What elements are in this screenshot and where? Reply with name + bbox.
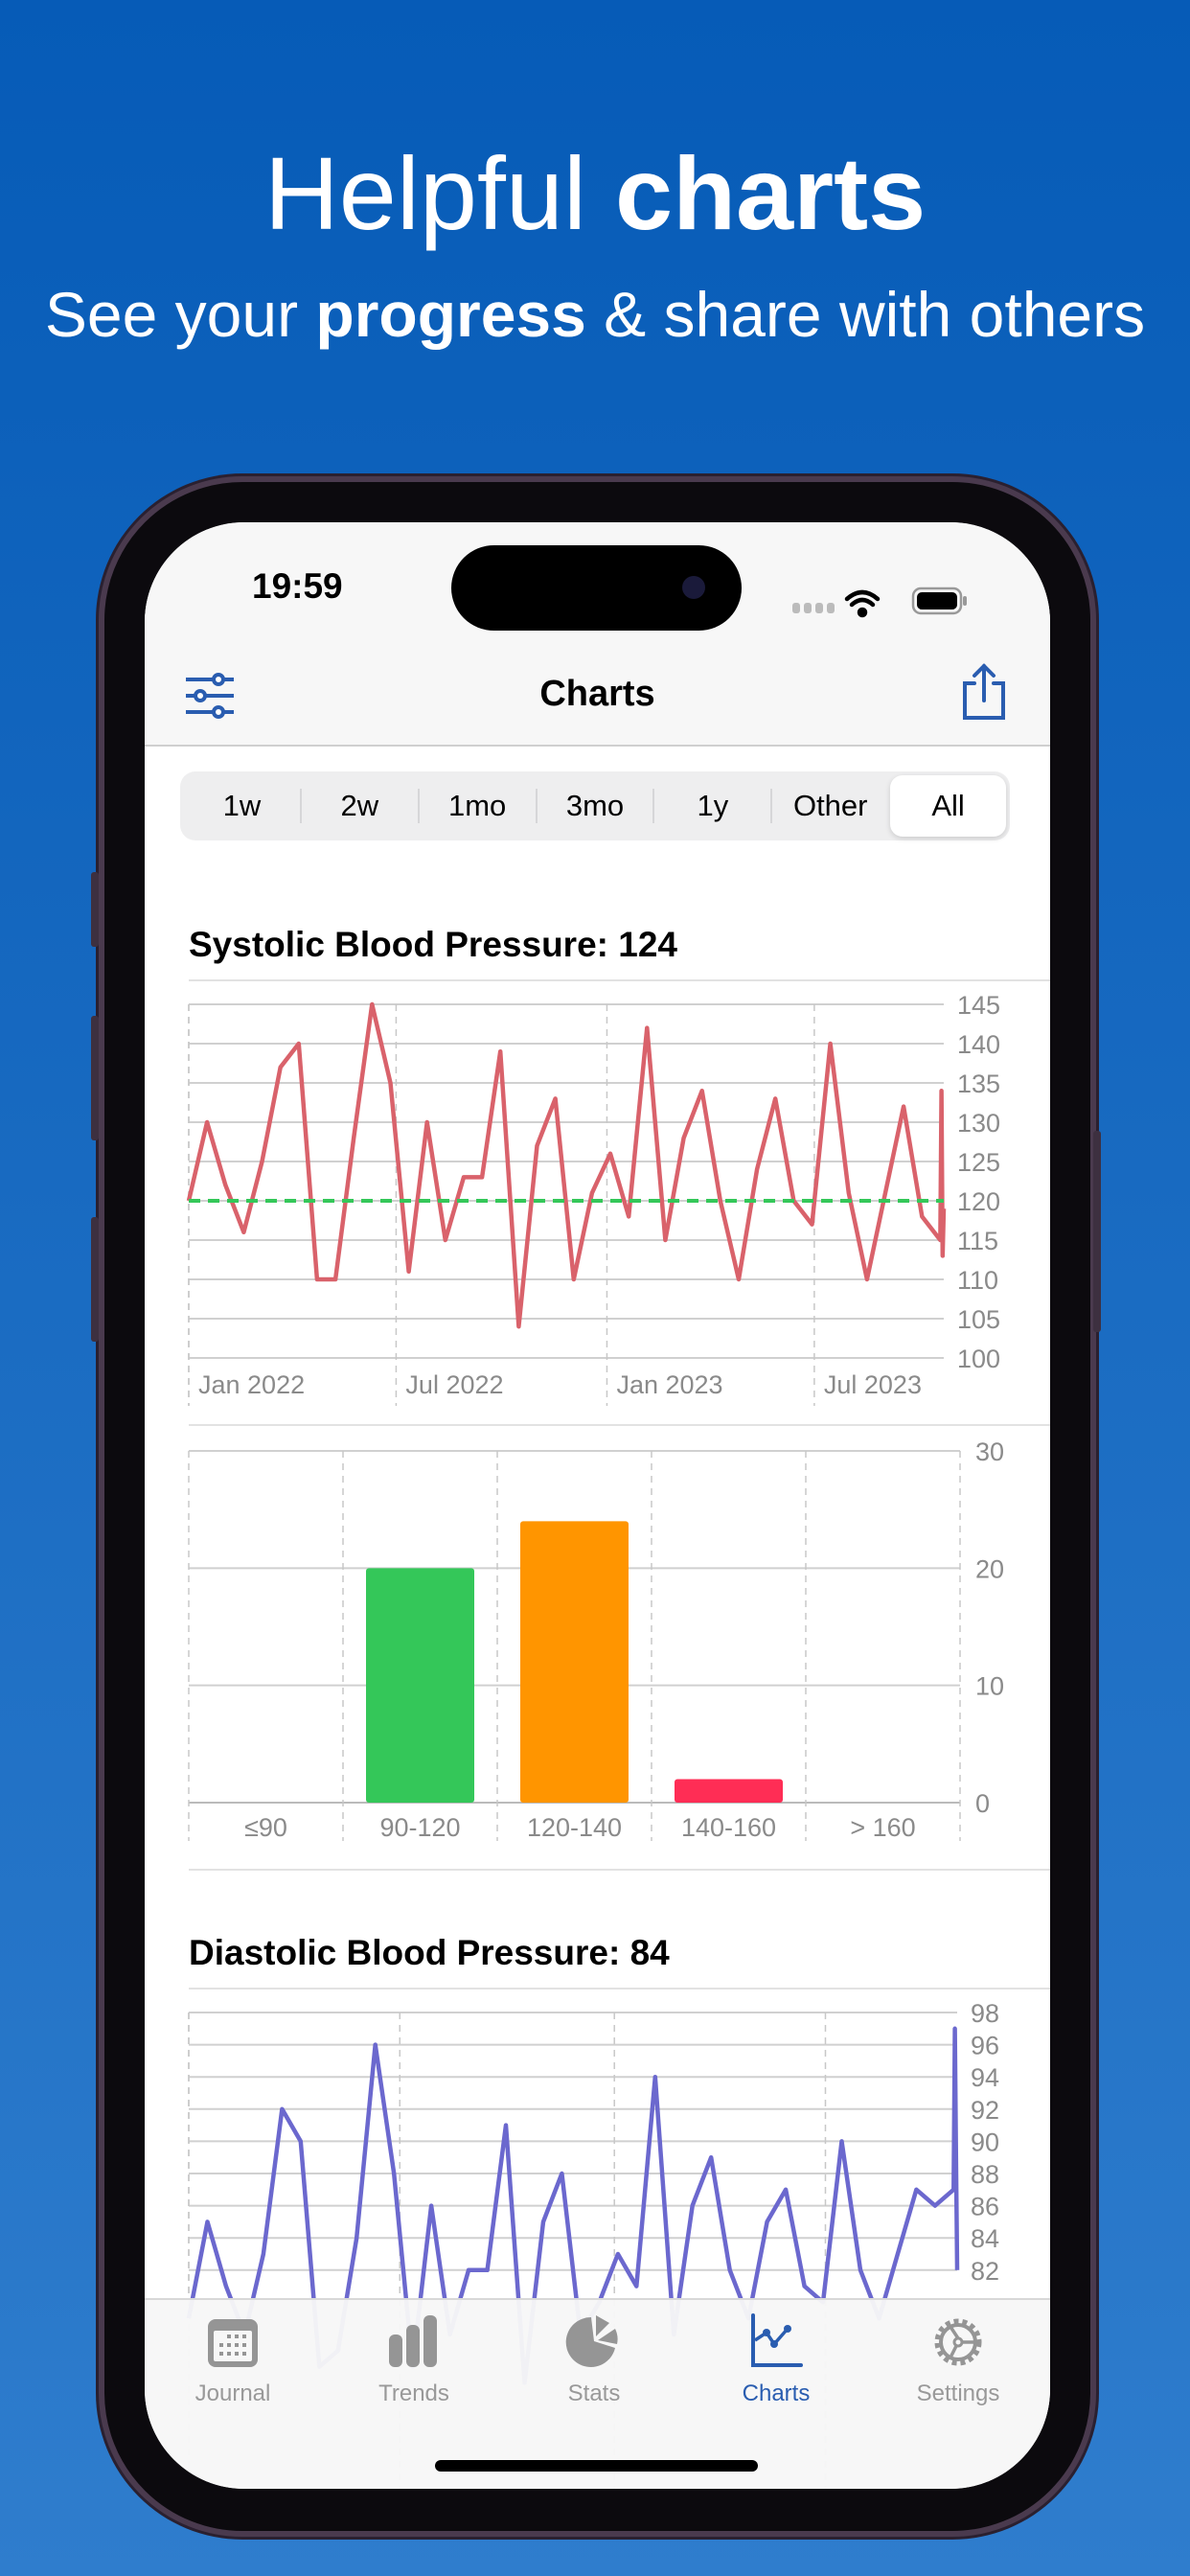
segment-separator xyxy=(535,789,538,823)
tab-stats[interactable]: Stats xyxy=(508,2300,680,2444)
range-segmented-control: 1w 2w 1mo 3mo 1y Other All xyxy=(180,771,1010,840)
divider xyxy=(189,1869,1050,1871)
x-tick-label: Jan 2023 xyxy=(616,1370,722,1399)
diastolic-title: Diastolic Blood Pressure: 84 xyxy=(189,1933,670,1972)
dynamic-island xyxy=(451,545,742,631)
hero-title: Helpful charts xyxy=(0,134,1190,253)
y-tick-label: 88 xyxy=(971,2160,999,2189)
bar-120-140 xyxy=(520,1521,629,1803)
y-tick-label: 94 xyxy=(971,2063,999,2092)
segment-separator xyxy=(652,789,655,823)
bar-chart-icon xyxy=(389,2315,437,2367)
gear-icon xyxy=(934,2318,982,2366)
screen: 19:59 Charts 1w 2w 1mo 3mo 1y Other All Systol… xyxy=(145,522,1050,2489)
home-indicator[interactable] xyxy=(435,2460,758,2472)
y-tick-label: 98 xyxy=(971,1999,999,2028)
tab-settings[interactable]: Settings xyxy=(872,2300,1044,2444)
range-1y[interactable]: 1y xyxy=(697,789,729,822)
status-time: 19:59 xyxy=(252,566,343,606)
camera-icon xyxy=(682,576,705,599)
y-tick-label: 145 xyxy=(957,991,1000,1020)
y-tick-label: 90 xyxy=(971,2128,999,2156)
y-tick-label: 115 xyxy=(957,1227,998,1255)
phone-button xyxy=(91,872,99,947)
y-tick-label: 30 xyxy=(975,1438,1004,1466)
divider xyxy=(189,1988,1050,1990)
hero-title-bold: charts xyxy=(615,135,927,251)
y-tick-label: 135 xyxy=(957,1070,1000,1098)
hero-title-regular: Helpful xyxy=(263,135,615,251)
hero-subtitle: See your progress & share with others xyxy=(0,276,1190,353)
y-tick-label: 110 xyxy=(957,1266,998,1295)
battery-icon xyxy=(911,586,967,615)
x-tick-label: Jan 2022 xyxy=(198,1370,305,1399)
share-icon[interactable] xyxy=(959,662,1009,722)
systolic-histogram: 0 10 20 30 ≤90 90-120 120-140 140-160 > 160 xyxy=(188,1438,1004,1842)
phone-button xyxy=(91,1217,99,1342)
status-icons xyxy=(792,589,881,618)
y-tick-label: 130 xyxy=(957,1109,1000,1138)
x-tick-label: 90-120 xyxy=(379,1813,460,1842)
systolic-line-chart: 100 105 110 115 120 125 130 135 140 145 Jan 2022 Ju… xyxy=(186,991,1000,1406)
tab-trends[interactable]: Trends xyxy=(328,2300,500,2444)
hero-sub-1: See your xyxy=(44,279,316,350)
range-all[interactable]: All xyxy=(890,775,1007,837)
y-tick-label: 10 xyxy=(975,1672,1004,1701)
x-tick-label: ≤90 xyxy=(244,1813,287,1842)
bar-90-120 xyxy=(366,1568,474,1803)
y-tick-label: 92 xyxy=(971,2096,999,2125)
diastolic-line-chart: 82 84 86 88 90 92 94 96 98 xyxy=(186,1999,999,2489)
nav-title: Charts xyxy=(539,674,655,714)
tab-label: Trends xyxy=(378,2380,449,2406)
phone-button xyxy=(91,1016,99,1140)
y-tick-label: 82 xyxy=(971,2257,999,2286)
divider xyxy=(189,979,1050,981)
range-2w[interactable]: 2w xyxy=(340,789,379,822)
bar-140-160 xyxy=(675,1779,783,1803)
systolic-title: Systolic Blood Pressure: 124 xyxy=(189,925,677,964)
top-bar: 19:59 Charts xyxy=(145,522,1050,747)
tab-label: Charts xyxy=(742,2380,811,2406)
tab-charts[interactable]: Charts xyxy=(690,2300,862,2444)
hero-sub-bold: progress xyxy=(315,279,586,350)
tab-label: Stats xyxy=(567,2380,621,2406)
x-tick-label: 120-140 xyxy=(527,1813,622,1842)
x-tick-label: 140-160 xyxy=(681,1813,776,1842)
y-tick-label: 105 xyxy=(957,1305,1000,1334)
sliders-icon[interactable] xyxy=(184,672,238,720)
y-tick-label: 100 xyxy=(957,1345,1000,1373)
range-3mo[interactable]: 3mo xyxy=(565,789,625,822)
y-tick-label: 20 xyxy=(975,1554,1004,1583)
calendar-icon xyxy=(208,2319,258,2367)
segment-separator xyxy=(417,789,420,823)
line-chart-icon xyxy=(751,2313,803,2367)
tab-label: Journal xyxy=(195,2380,271,2406)
wifi-icon xyxy=(844,589,881,618)
tab-label: Settings xyxy=(916,2380,1000,2406)
segment-separator xyxy=(299,789,302,823)
y-tick-label: 140 xyxy=(957,1030,1000,1059)
y-tick-label: 84 xyxy=(971,2224,999,2253)
divider xyxy=(189,1424,1050,1426)
range-1mo[interactable]: 1mo xyxy=(447,789,507,822)
segment-separator xyxy=(770,789,773,823)
x-tick-label: > 160 xyxy=(850,1813,915,1842)
range-1w[interactable]: 1w xyxy=(222,789,262,822)
x-tick-label: Jul 2023 xyxy=(824,1370,922,1399)
pie-chart-icon xyxy=(565,2315,618,2367)
tab-bar: Journal Trends Stats Charts Settings xyxy=(145,2298,1050,2489)
range-other[interactable]: Other xyxy=(792,789,868,822)
y-tick-label: 125 xyxy=(957,1148,1000,1177)
tab-journal[interactable]: Journal xyxy=(147,2300,319,2444)
y-tick-label: 120 xyxy=(957,1187,1000,1216)
phone-button xyxy=(1093,1131,1101,1332)
hero-sub-2: & share with others xyxy=(585,279,1146,350)
signal-icon xyxy=(792,603,835,613)
y-tick-label: 0 xyxy=(975,1789,990,1818)
y-tick-label: 96 xyxy=(971,2032,999,2060)
y-tick-label: 86 xyxy=(971,2193,999,2221)
x-tick-label: Jul 2022 xyxy=(405,1370,503,1399)
